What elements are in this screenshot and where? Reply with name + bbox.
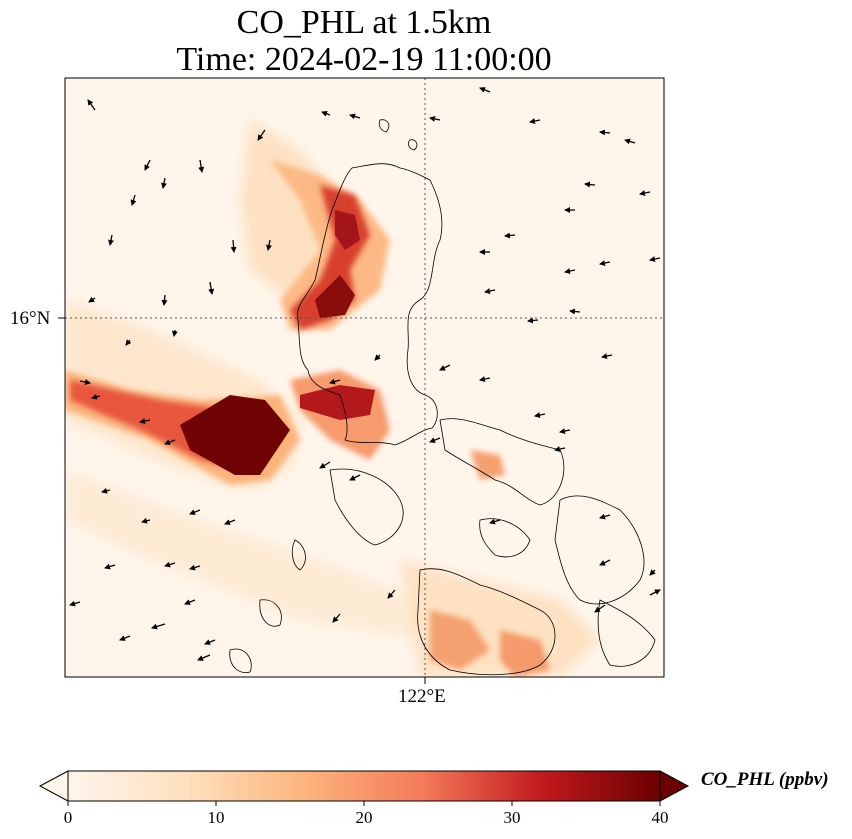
wind-vectors [69,87,661,661]
colorbar-tick-label: 0 [63,808,73,827]
colorbar-tick-label: 10 [207,808,225,827]
colorbar [38,770,690,806]
colorbar-tick-label: 40 [651,808,669,827]
map-title-line1: CO_PHL at 1.5km [236,4,492,41]
longitude-label: 122°E [398,686,446,707]
coastlines [229,119,656,676]
colorbar-extend-min [38,770,69,802]
colorbar-label: CO_PHL (ppbv) [701,769,829,790]
map-title-line2: Time: 2024-02-19 11:00:00 [176,41,552,78]
concentration-field [65,78,664,677]
colorbar-bar [67,770,661,802]
colorbar-tick-label: 30 [503,808,521,827]
map-frame [64,77,665,678]
colorbar-extend-max [659,770,690,802]
latitude-label: 16°N [10,308,51,329]
colorbar-tick-label: 20 [355,808,373,827]
